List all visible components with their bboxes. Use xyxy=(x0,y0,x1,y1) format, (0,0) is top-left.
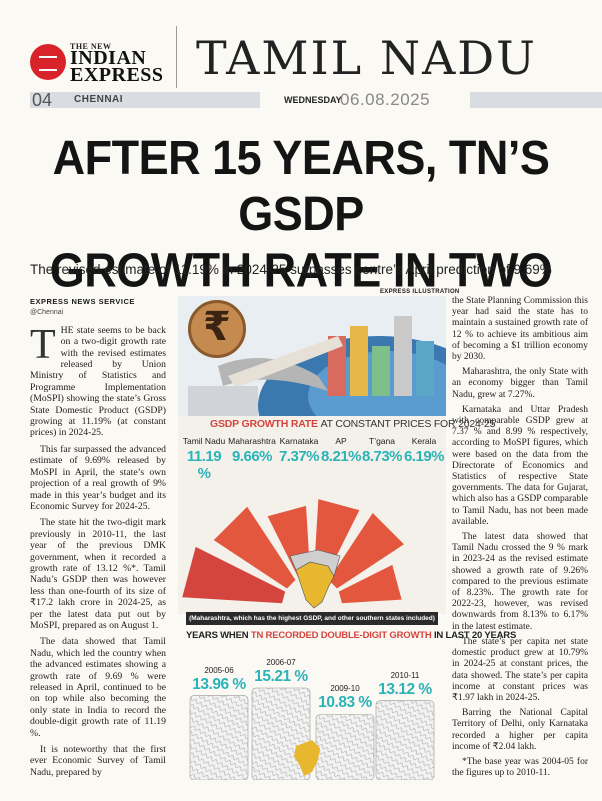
double-digit-year-value: 13.12 % xyxy=(378,680,432,698)
paragraph-5: It is noteworthy that the first ever Eco… xyxy=(30,744,166,778)
page-number: 04 xyxy=(32,90,53,110)
gsdp-state-value: 8.21% xyxy=(320,448,362,465)
gsdp-state-value: 8.73% xyxy=(361,448,403,465)
double-digit-title-highlight: TN RECORDED DOUBLE-DIGIT GROWTH xyxy=(250,630,432,641)
logo-the-new: THE NEW xyxy=(70,42,112,51)
gsdp-state-label: Tamil Nadu xyxy=(182,436,226,446)
gsdp-chart-title-rest: AT CONSTANT PRICES FOR 2024-25 xyxy=(320,418,496,430)
gsdp-state-label: AP xyxy=(335,436,347,446)
gsdp-chart-title: GSDP GROWTH RATE AT CONSTANT PRICES FOR … xyxy=(210,418,495,430)
gsdp-state-label: Karnataka xyxy=(279,436,319,446)
double-digit-year-value: 13.96 % xyxy=(192,675,246,693)
double-digit-year-label: 2010-11 xyxy=(390,670,420,680)
illustration-credit: EXPRESS ILLUSTRATION xyxy=(380,289,460,295)
double-digit-year-value: 15.21 % xyxy=(254,668,308,685)
paragraph-8: Karnataka and Uttar Pradesh with compara… xyxy=(452,404,588,527)
date-label: 06.08.2025 xyxy=(340,90,431,109)
right-column: the State Planning Commission this year … xyxy=(452,296,588,783)
weekday-label: WEDNESDAY xyxy=(284,95,342,105)
gsdp-state-value: 7.37% xyxy=(278,448,320,465)
gsdp-chart-title-highlight: GSDP GROWTH RATE xyxy=(210,418,318,430)
gsdp-state-label: T’gana xyxy=(369,436,395,446)
double-digit-title-prefix: YEARS WHEN xyxy=(186,630,249,641)
logo-express: EXPRESS xyxy=(70,64,164,86)
double-digit-year-label: 2006-07 xyxy=(266,658,296,667)
tamil-nadu-map-icon xyxy=(294,740,320,776)
subheadline: The revised estimate of 11.19% in 2024-2… xyxy=(30,262,552,277)
gsdp-state-label: Maharashtra xyxy=(228,436,276,446)
paragraph-7: Maharashtra, the only State with an econ… xyxy=(452,367,588,400)
gsdp-chart-note: (Maharashtra, which has the highest GSDP… xyxy=(186,612,438,625)
double-digit-chart-title: YEARS WHEN TN RECORDED DOUBLE-DIGIT GROW… xyxy=(186,630,516,641)
paragraph-6: the State Planning Commission this year … xyxy=(452,296,588,363)
paragraph-2: This far surpassed the advanced estimate… xyxy=(30,443,166,512)
double-digit-title-suffix: IN LAST 20 YEARS xyxy=(433,630,517,641)
gsdp-bar xyxy=(328,513,404,589)
double-digit-bar xyxy=(315,714,375,780)
indian-express-logo-icon xyxy=(30,44,66,80)
gsdp-bar xyxy=(182,546,286,604)
byline-handle: @Chennai xyxy=(30,309,64,317)
gsdp-state-value: 11.19 % xyxy=(186,448,222,482)
double-digit-bar xyxy=(375,700,435,780)
gsdp-bar xyxy=(338,564,402,604)
headline-line-1: AFTER 15 YEARS, TN’S GSDP xyxy=(52,129,550,241)
byline-service: EXPRESS NEWS SERVICE xyxy=(30,297,135,306)
logo-indian: INDIAN xyxy=(70,47,147,69)
date-bar: 04 CHENNAI WEDNESDAY 06.08.2025 xyxy=(0,90,602,110)
double-digit-year-value: 10.83 % xyxy=(318,694,372,712)
rupee-coin-icon xyxy=(188,300,246,358)
masthead: THE NEW INDIAN EXPRESS TAMIL NADU xyxy=(0,0,602,96)
double-digit-year-label: 2005-06 xyxy=(204,665,234,675)
double-digit-chart-plot xyxy=(189,687,435,780)
double-digit-bar xyxy=(189,695,249,780)
india-map-outline-icon xyxy=(289,549,341,577)
paragraph-9: The latest data showed that Tamil Nadu c… xyxy=(452,532,588,632)
edition-title: TAMIL NADU xyxy=(196,31,537,85)
gsdp-bar xyxy=(213,506,296,589)
datebar-right-strip xyxy=(470,92,602,108)
rupee-sign-icon: ₹ xyxy=(203,304,231,350)
paragraph-1: T HE state seems to be back on a two-digi… xyxy=(30,321,166,439)
paragraph-11: Barring the National Capital Territory o… xyxy=(452,708,588,752)
footnote: *The base year was 2004-05 for the figur… xyxy=(452,756,588,779)
left-column: EXPRESS NEWS SERVICE @Chennai T HE state … xyxy=(30,296,166,783)
paragraph-3: The state hit the two-digit mark previou… xyxy=(30,517,166,631)
gsdp-state-value: 6.19% xyxy=(403,448,445,465)
paragraph-10: The state’s per capita net state domesti… xyxy=(452,636,588,703)
south-india-map-icon xyxy=(295,561,335,609)
dropcap: T xyxy=(30,321,56,368)
gsdp-chart-plot xyxy=(182,499,404,609)
paragraph-1-text: HE state seems to be back on a two-digit… xyxy=(30,324,166,439)
double-digit-year-label: 2009-10 xyxy=(330,684,360,694)
illustration: ₹ xyxy=(178,296,446,416)
gsdp-state-value: 9.66% xyxy=(231,448,273,465)
datebar-left-strip xyxy=(30,92,260,108)
paragraph-4: The data showed that Tamil Nadu, which l… xyxy=(30,636,166,739)
city-label: CHENNAI xyxy=(74,94,124,105)
masthead-divider xyxy=(176,26,177,88)
gsdp-state-label: Kerala xyxy=(411,436,437,446)
